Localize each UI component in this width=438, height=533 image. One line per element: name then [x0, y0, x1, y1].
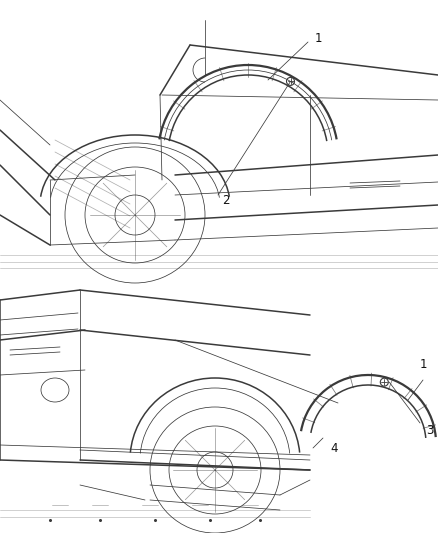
Text: 1: 1 — [420, 359, 427, 372]
Text: 4: 4 — [330, 441, 338, 455]
Text: 2: 2 — [222, 193, 230, 206]
Text: 1: 1 — [315, 31, 322, 44]
Text: 3: 3 — [426, 424, 433, 437]
